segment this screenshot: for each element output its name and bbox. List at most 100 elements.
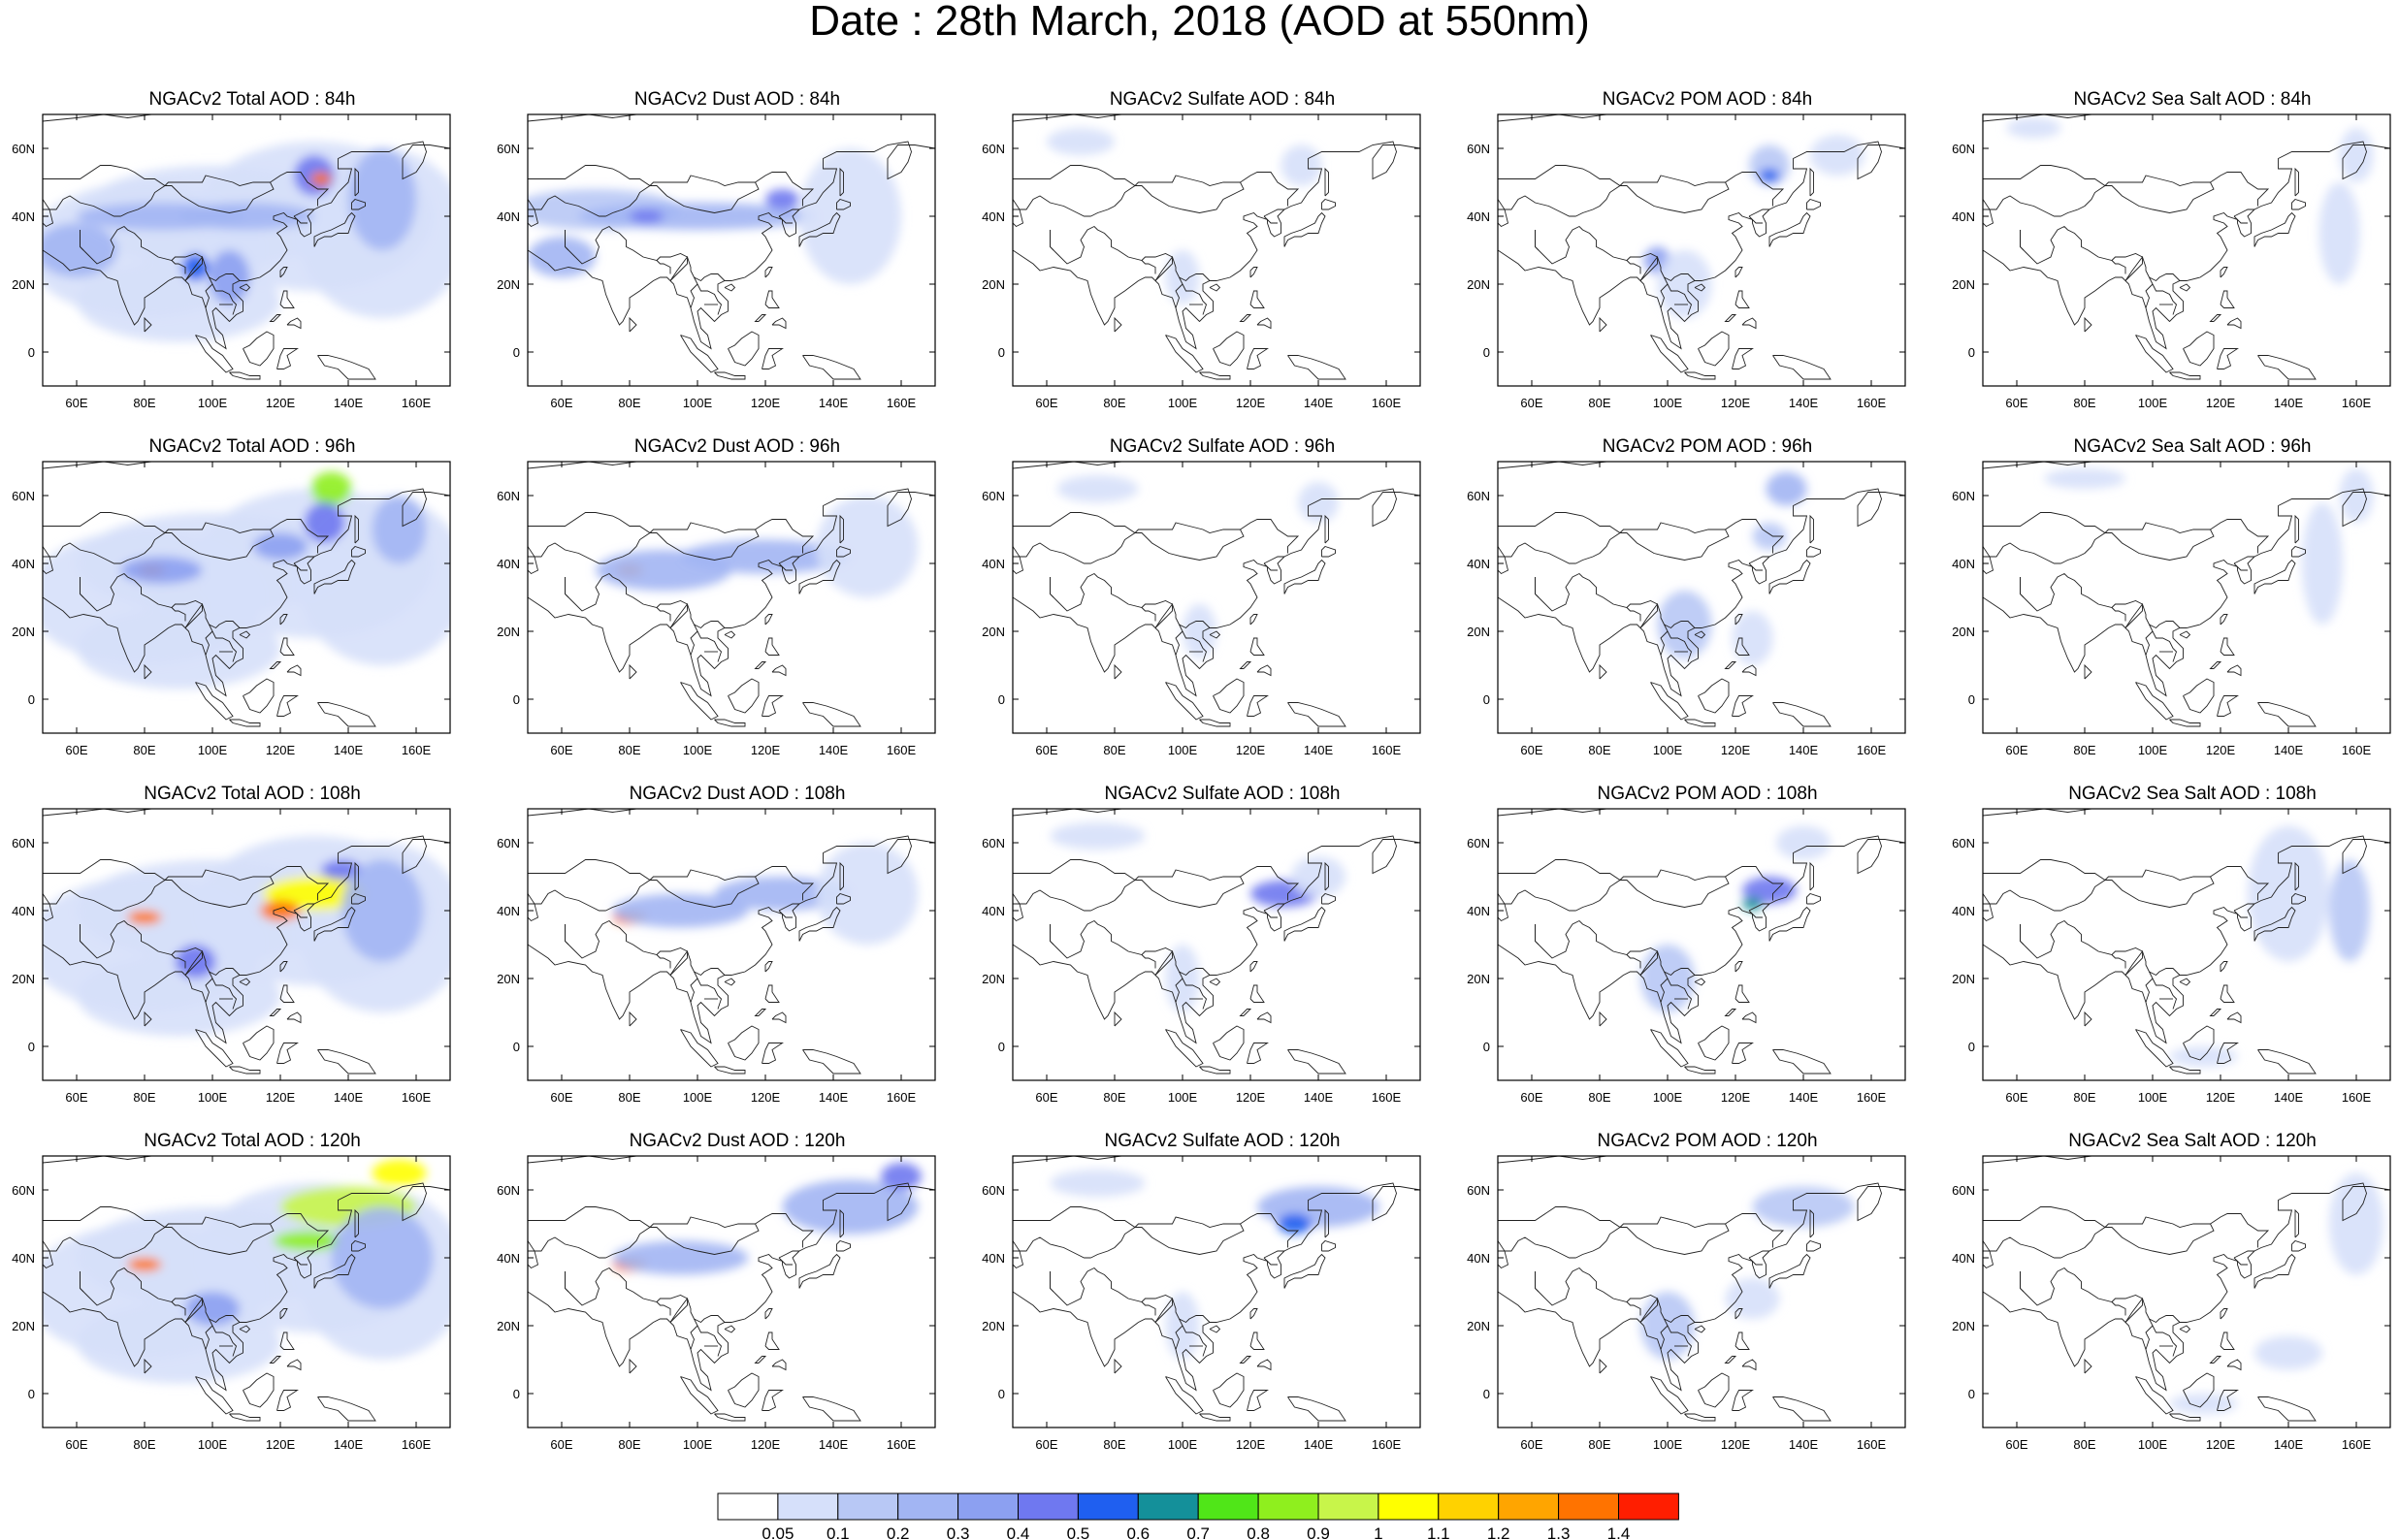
lat-tick-label: 20N (12, 277, 35, 292)
coastline (2169, 1413, 2201, 1422)
map-frame (42, 113, 451, 387)
country-border (2149, 971, 2178, 1010)
coastline (1684, 371, 1716, 380)
country-border (1535, 1271, 1540, 1293)
colorbar-label: 0.6 (1126, 1524, 1150, 1540)
coastline (1498, 1156, 1607, 1164)
lat-tick-label: 60N (982, 836, 1005, 850)
map-frame (527, 808, 936, 1081)
aod-patch (1810, 135, 1864, 176)
coastline (2253, 559, 2296, 594)
aod-patch (1047, 128, 1115, 155)
country-border (1660, 283, 1669, 308)
coastline (43, 893, 54, 922)
country-border (778, 215, 793, 224)
lon-tick-label: 80E (1588, 396, 1610, 410)
coastline (1724, 1009, 1737, 1016)
coastline (1249, 614, 1258, 626)
coastline (2209, 314, 2222, 322)
coastline (1247, 1390, 1269, 1411)
lat-tick-label: 60N (497, 836, 520, 850)
lat-tick-label: 60N (982, 142, 1005, 156)
coastline (1983, 1182, 2390, 1392)
coastline (1698, 678, 1730, 714)
coastline (1732, 1043, 1754, 1064)
coastline (528, 546, 539, 575)
country-border (1141, 954, 1156, 969)
coastline (2209, 1009, 2222, 1016)
colorbar-swatch (837, 1492, 899, 1521)
aod-patch (310, 172, 332, 186)
coastline (2226, 1011, 2242, 1024)
country-border (1263, 562, 1278, 571)
panel-title: NGACv2 POM AOD : 96h (1602, 436, 1813, 457)
aod-patch (714, 877, 851, 911)
coastline (836, 198, 851, 210)
country-border (565, 577, 569, 598)
coastline (1741, 664, 1757, 677)
lat-tick-label: 60N (1952, 142, 1975, 156)
coastline (728, 1372, 760, 1408)
coastline (1249, 984, 1265, 1003)
colorbar-swatch (1558, 1492, 1619, 1521)
coastline (243, 1372, 275, 1408)
lat-tick-label: 0 (1968, 345, 1975, 360)
map-frame (1012, 808, 1421, 1081)
lat-tick-label: 20N (12, 625, 35, 639)
country-border (2233, 562, 2248, 571)
coastline (1114, 316, 1122, 333)
coastline (195, 1376, 234, 1415)
coastline (1983, 835, 2390, 1044)
lat-tick-label: 0 (513, 692, 520, 707)
aod-map: 60E 80E 100E 120E 140E 160E 60N 40N 20N 0 (982, 808, 1421, 1105)
country-border (1013, 512, 1241, 534)
aod-patch (578, 203, 817, 230)
map-frame (527, 1155, 936, 1428)
colorbar-label: 0.9 (1307, 1524, 1330, 1540)
coastline (771, 664, 787, 677)
coastline (279, 984, 295, 1003)
country-border (1660, 978, 1669, 1003)
lon-tick-label: 120E (1236, 1437, 1266, 1452)
colorbar-label: 0.7 (1186, 1524, 1210, 1540)
country-border (1013, 542, 1091, 564)
country-border (1175, 630, 1183, 656)
coastline (1013, 1240, 1024, 1269)
aod-patch (331, 1206, 434, 1309)
aod-patch (2329, 859, 2370, 962)
aod-patch (816, 496, 919, 597)
country-border (43, 195, 121, 217)
country-border (778, 910, 793, 918)
coastline (762, 695, 784, 717)
coastline (1772, 702, 1832, 727)
lon-tick-label: 140E (2274, 743, 2304, 757)
coastline (2217, 695, 2239, 717)
lat-tick-label: 0 (998, 1040, 1005, 1054)
coastline (2291, 545, 2306, 558)
map-panel-dust-3: NGACv2 Dust AOD : 120h 60E 80E 100E 120E 140E… (497, 1132, 1009, 1479)
country-border (43, 542, 121, 564)
coastline (1498, 462, 1607, 469)
coastline (528, 141, 935, 350)
coastline (1734, 1308, 1743, 1320)
coastline (771, 317, 787, 330)
coastline (351, 1239, 366, 1252)
lon-tick-label: 80E (133, 1437, 155, 1452)
coastline (2220, 614, 2228, 626)
colorbar-swatch (1317, 1492, 1379, 1521)
map-panel-total-3: NGACv2 Total AOD : 120h 60E 80E 100E 120E 140… (12, 1132, 524, 1479)
country-border (2111, 954, 2126, 969)
coastline (1239, 661, 1252, 669)
coastline (354, 167, 359, 197)
coastline (714, 719, 746, 727)
lon-tick-label: 60E (65, 1437, 87, 1452)
lat-tick-label: 0 (513, 1040, 520, 1054)
country-border (1050, 924, 1054, 946)
coastline (195, 335, 234, 373)
panel-title: NGACv2 Total AOD : 84h (148, 89, 356, 110)
lat-tick-label: 20N (1952, 277, 1975, 292)
lat-tick-label: 60N (982, 489, 1005, 503)
coastline (2084, 316, 2092, 333)
lat-tick-label: 20N (1467, 277, 1490, 292)
lon-tick-label: 120E (1721, 1090, 1751, 1105)
